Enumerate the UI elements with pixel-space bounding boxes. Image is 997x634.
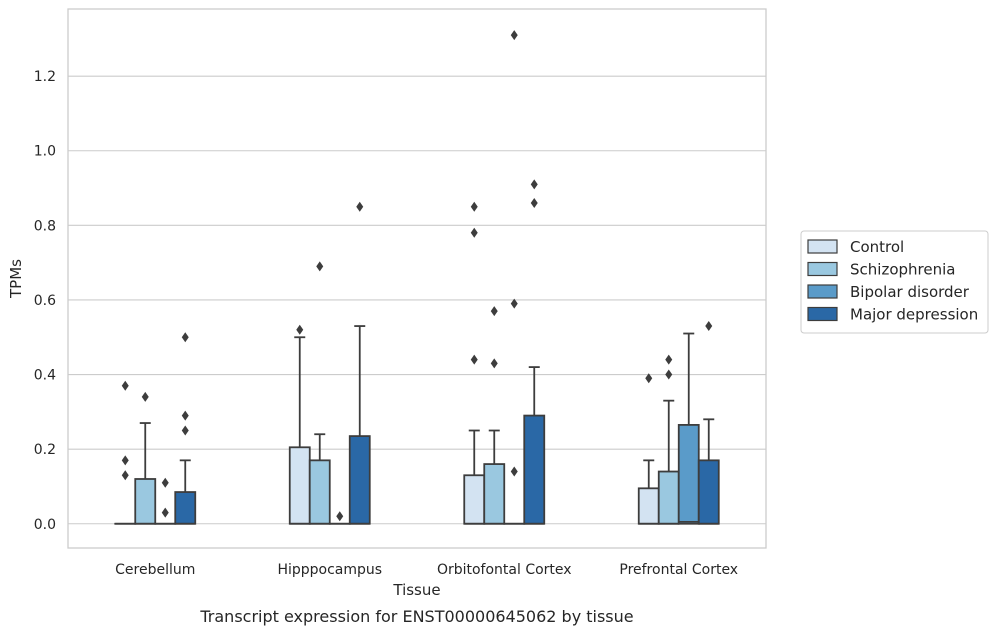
x-tick-label: Prefrontal Cortex [619,562,738,578]
outlier-point [645,373,653,384]
outlier-point [530,179,538,190]
box-3-2 [677,332,700,525]
outlier-point [530,197,538,208]
legend-frame [800,230,989,334]
box [677,424,700,525]
x-tick-labels: Cerebellum Hipppocampus Orbitofontal Corte… [115,562,738,578]
box-2-3 [523,179,546,525]
y-tick-label: 1.2 [34,69,56,85]
legend-label: Major depression [850,306,978,324]
box-2-2 [503,30,526,525]
legend-swatch [807,306,838,322]
box [463,474,486,525]
box-0-3 [174,332,197,525]
y-tick-label: 0.6 [34,293,56,309]
box [174,491,197,525]
x-tick-label: Orbitofontal Cortex [437,562,572,578]
box [348,435,371,525]
outlier-point [161,507,169,518]
box-3-0 [637,373,660,525]
box-1-1 [308,261,331,525]
box-0-2 [154,477,177,525]
outlier-point [356,201,364,212]
outlier-point [470,227,478,238]
outlier-point [510,30,518,41]
y-tick-label: 0.2 [34,442,56,458]
y-tick-label: 0.0 [34,517,56,533]
outlier-point [665,369,673,380]
box-plots [114,30,720,525]
box [483,463,506,525]
outlier-point [121,470,129,481]
outlier-point [470,201,478,212]
legend-swatch [807,261,838,277]
legend: Control Schizophrenia Bipolar disorder Majo… [800,230,989,334]
box-0-0 [114,380,137,525]
outlier-point [336,511,344,522]
legend-label: Schizophrenia [850,261,955,279]
outlier-point [121,455,129,466]
outlier-point [121,380,129,391]
y-axis-label: TPMs [7,259,25,299]
box-1-3 [348,201,371,525]
box [308,459,331,525]
y-tick-label: 0.4 [34,368,56,384]
plot-frame [67,8,767,549]
outlier-point [470,354,478,365]
box [288,446,311,525]
outlier-point [490,358,498,369]
y-tick-label: 0.8 [34,218,56,234]
box [523,414,546,525]
box-2-1 [483,306,506,525]
box-1-2 [328,511,351,525]
legend-swatch [807,239,838,254]
legend-label: Bipolar disorder [850,283,970,301]
box [657,470,680,525]
legend-label: Control [850,238,904,256]
chart-caption: Transcript expression for ENST0000064506… [199,607,633,626]
y-tick-labels: 0.0 0.2 0.4 0.6 0.8 1.0 1.2 [34,69,56,533]
box-3-3 [697,321,720,525]
outlier-point [510,298,518,309]
outlier-point [665,354,673,365]
box [134,478,157,525]
box-1-0 [288,324,311,525]
x-tick-label: Cerebellum [115,562,195,578]
x-axis-label: Tissue [392,581,440,599]
y-tick-label: 1.0 [34,144,56,160]
outlier-point [181,410,189,421]
box [637,487,660,525]
box-3-1 [657,354,680,525]
box-2-0 [463,201,486,525]
outlier-point [316,261,324,272]
box-0-1 [134,391,157,525]
box [697,459,720,525]
outlier-point [181,332,189,343]
outlier-point [161,477,169,488]
outlier-point [510,466,518,477]
outlier-point [181,425,189,436]
outlier-point [490,306,498,317]
gridlines [68,75,766,525]
outlier-point [705,321,713,332]
legend-swatch [807,284,838,299]
outlier-point [141,391,149,402]
x-tick-label: Hipppocampus [277,562,382,578]
outlier-point [296,324,304,335]
